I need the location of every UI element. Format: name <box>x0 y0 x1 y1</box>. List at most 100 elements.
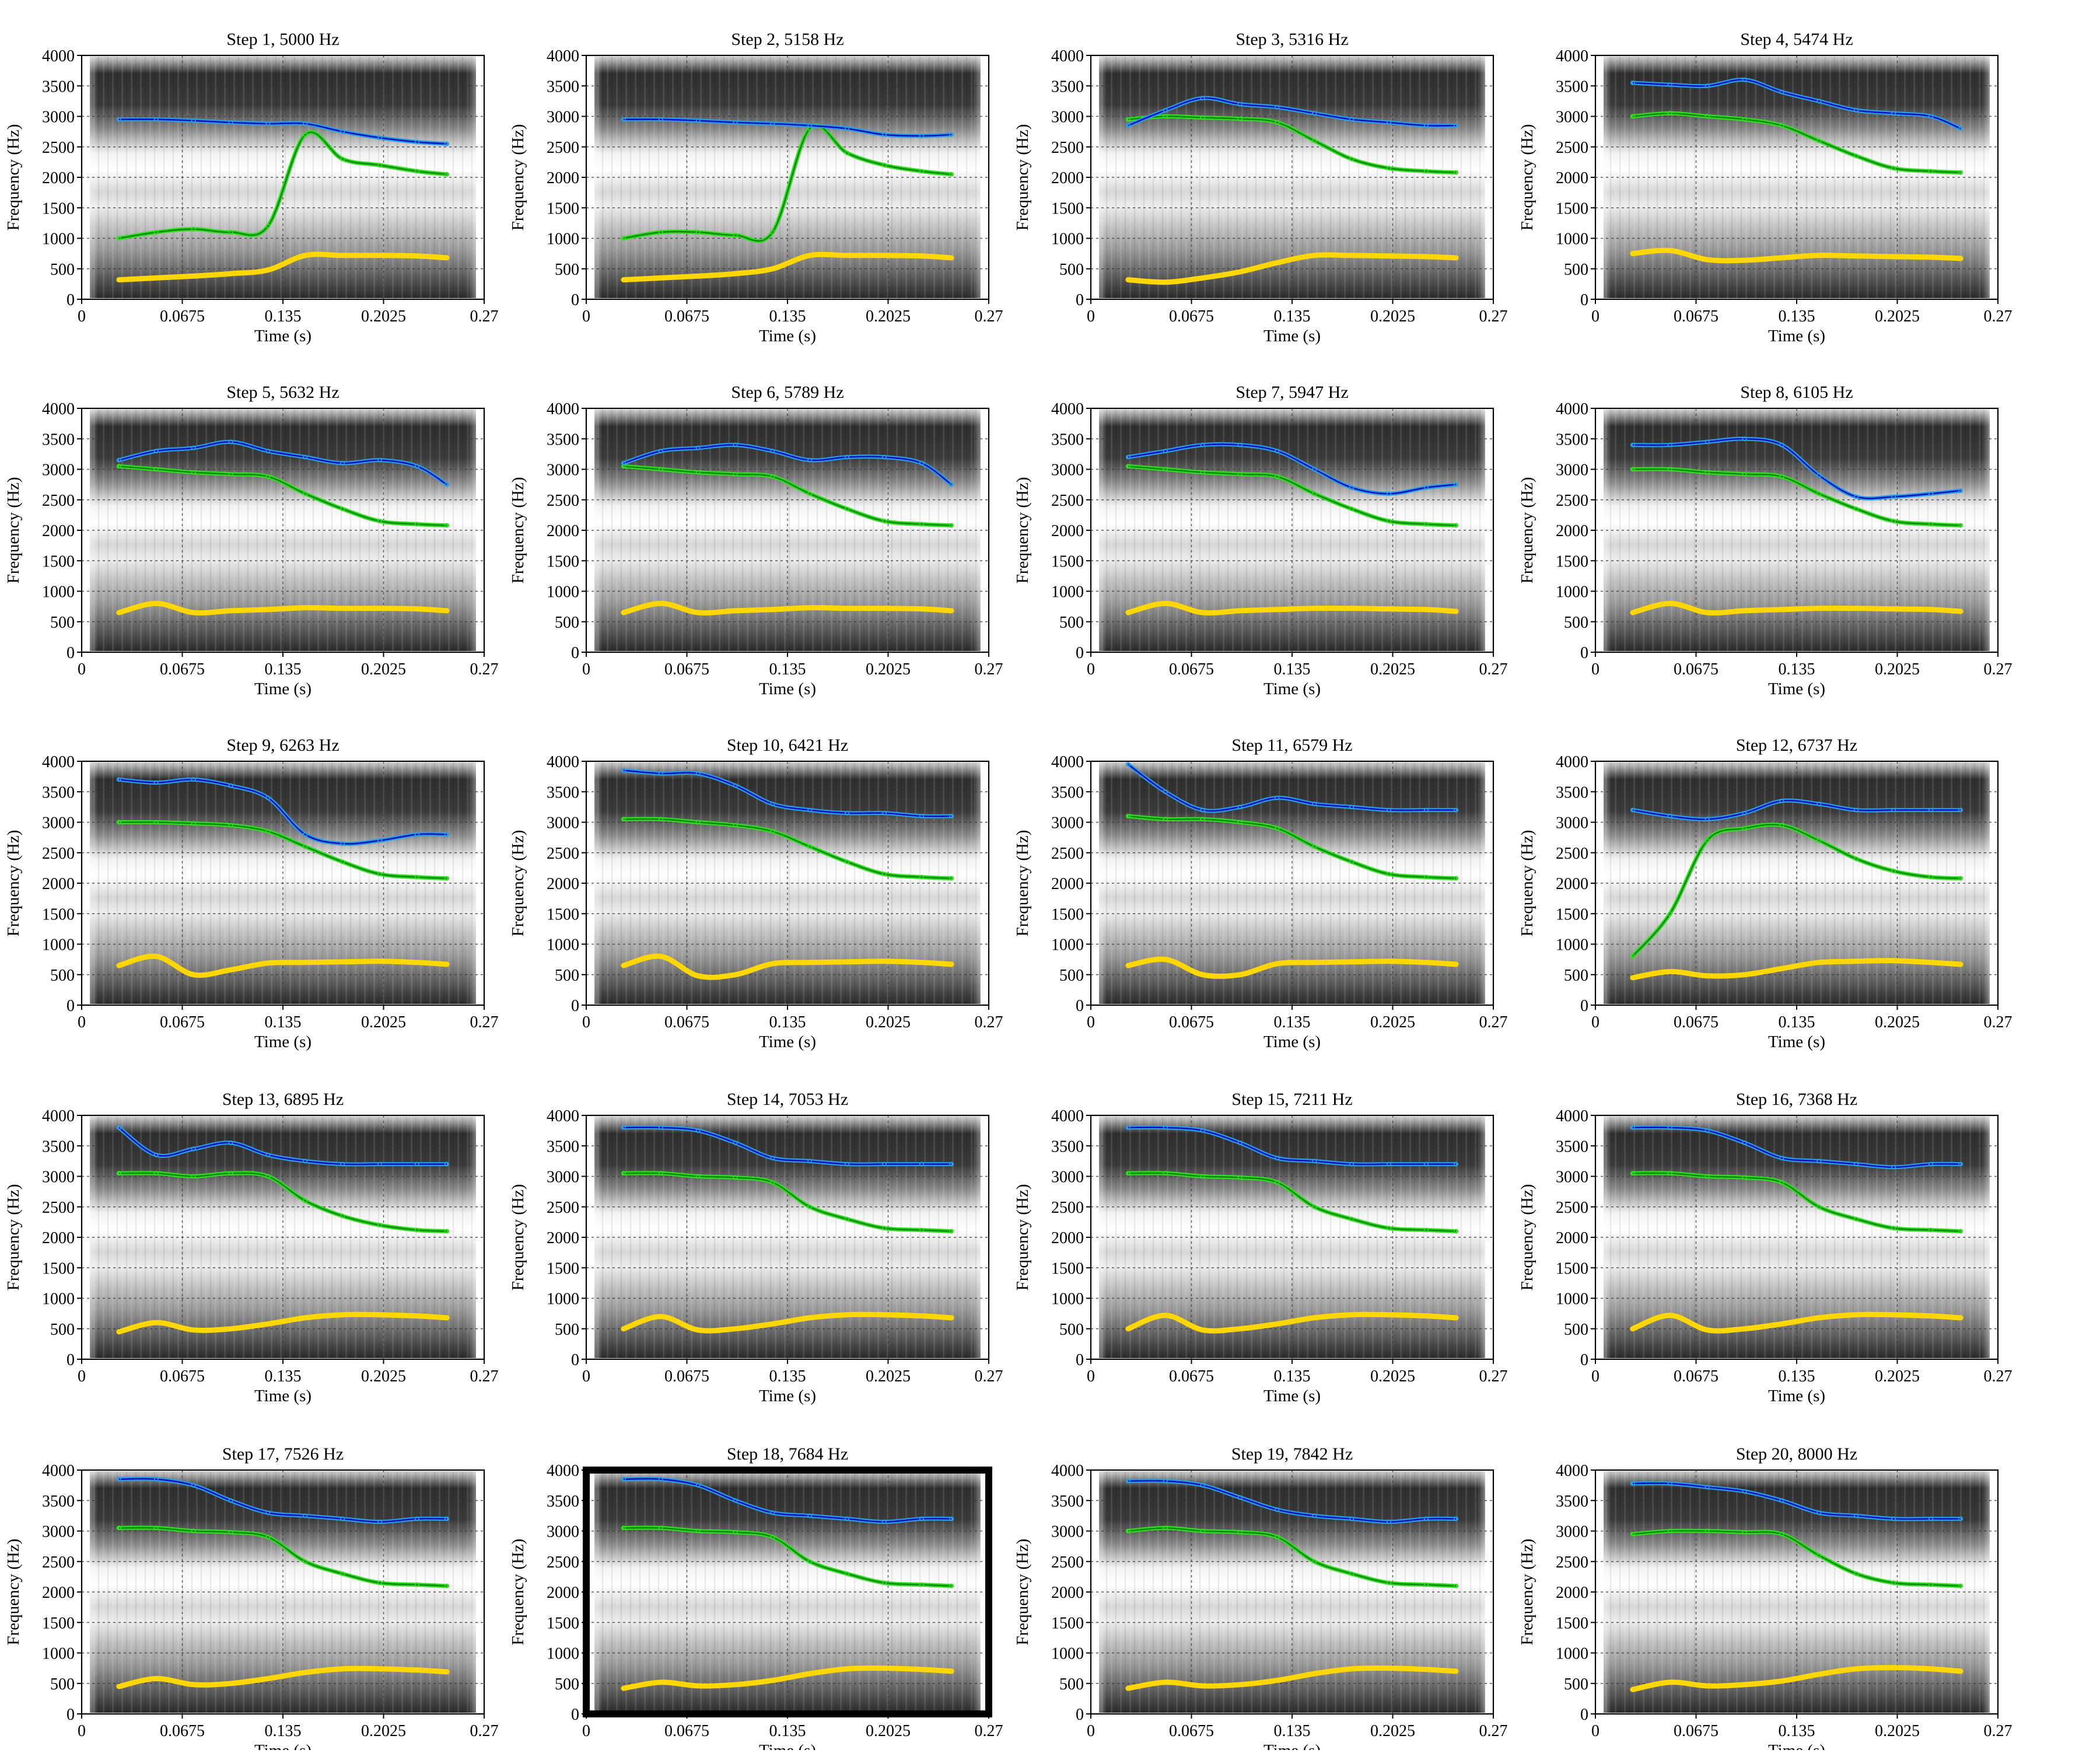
series-f1-line <box>1630 1311 1964 1334</box>
series-f3-point <box>1630 1481 1635 1486</box>
series-f2-point <box>1312 138 1317 144</box>
series-f2-point <box>444 876 450 881</box>
series-f1-point <box>1854 1666 1859 1671</box>
y-tick-label: 500 <box>1059 1321 1084 1339</box>
y-tick-label: 2000 <box>547 522 579 540</box>
x-tick-label: 0 <box>1087 307 1095 326</box>
series-f1-point <box>1667 1679 1672 1685</box>
series-f3-point <box>1387 1161 1392 1167</box>
series-f1-point <box>658 275 663 281</box>
series-f1-point <box>1387 253 1392 258</box>
panel-17: 0 0.0675 0.135 0.2025 0.27 0 500 1000 1500 2000 25… <box>4 1444 499 1753</box>
x-tick-label: 0 <box>1591 1367 1600 1385</box>
series-f1-point <box>919 1313 925 1318</box>
y-tick-label: 2000 <box>1556 522 1588 540</box>
series-f2-point <box>949 172 954 177</box>
series-f1-point <box>444 1315 450 1320</box>
series-f3-point <box>1163 1478 1168 1483</box>
x-tick-label: 0.2025 <box>1875 307 1920 326</box>
series-f2-point <box>1817 1204 1822 1209</box>
series-f3-point <box>1387 1519 1392 1524</box>
series-f2-point <box>191 1174 196 1179</box>
series-f1-point <box>191 610 196 615</box>
series-f2-point <box>1237 1530 1242 1535</box>
x-tick-label: 0.27 <box>470 660 499 678</box>
panel-title: Step 15, 7211 Hz <box>1231 1090 1352 1109</box>
series-f1-point <box>191 1327 196 1332</box>
y-tick-label: 500 <box>1059 614 1084 632</box>
x-tick-label: 0.135 <box>769 1367 806 1385</box>
series-f2-point <box>1854 1216 1859 1222</box>
y-tick-label: 2000 <box>1051 1229 1084 1247</box>
series-f3-point <box>807 457 813 463</box>
series-f2-point <box>1237 1175 1242 1180</box>
series-f2-point <box>658 1171 663 1176</box>
y-tick-label: 2500 <box>1051 845 1084 863</box>
series-f3-point <box>1454 807 1459 813</box>
panel-title: Step 7, 5947 Hz <box>1236 383 1348 402</box>
series-f3-point <box>1854 494 1859 499</box>
x-tick-label: 0.27 <box>975 307 1003 326</box>
series-f3-point <box>1275 104 1280 110</box>
series-f2-point <box>845 1571 850 1576</box>
series-f2-point <box>1349 506 1354 512</box>
y-tick-label: 0 <box>66 291 75 309</box>
series-f1-line <box>116 1311 450 1335</box>
series-f3-point <box>116 1476 121 1482</box>
series-f2-point <box>1667 911 1672 916</box>
y-tick-label: 3500 <box>42 431 75 449</box>
y-tick-label: 3500 <box>1556 783 1588 802</box>
series-f2-point <box>265 474 271 479</box>
series-f1-point <box>621 277 626 282</box>
series-f1-point <box>1275 1678 1280 1683</box>
series-f3-point <box>1125 1125 1130 1130</box>
y-tick-label: 4000 <box>42 47 75 65</box>
y-tick-label: 1500 <box>42 1614 75 1632</box>
series-f3-point <box>1779 89 1784 95</box>
y-tick-label: 500 <box>1059 1675 1084 1693</box>
y-tick-label: 0 <box>571 644 579 662</box>
series-f3-point <box>658 1125 663 1130</box>
series-f2-point <box>1704 470 1710 475</box>
series-f1-point <box>340 959 345 964</box>
series-f2-point <box>695 820 701 825</box>
series-f3-smooth-line <box>623 444 952 485</box>
y-tick-label: 4000 <box>42 753 75 771</box>
y-axis-label: Frequency (Hz) <box>1013 1184 1032 1291</box>
series-f2-point <box>807 844 813 849</box>
y-tick-label: 4000 <box>1051 47 1084 65</box>
series-f2-point <box>1125 1171 1130 1176</box>
x-tick-label: 0.27 <box>1984 1367 2013 1385</box>
series-f1-point <box>770 961 775 966</box>
x-tick-label: 0.135 <box>265 1367 302 1385</box>
series-f3-point <box>191 118 196 123</box>
x-axis-label: Time (s) <box>1264 327 1321 345</box>
series-f3-smooth-line <box>1128 443 1457 495</box>
x-tick-label: 0.0675 <box>1674 1013 1718 1031</box>
x-tick-label: 0.27 <box>1984 307 2013 326</box>
x-tick-label: 0.135 <box>1274 1013 1311 1031</box>
x-axis-label: Time (s) <box>254 327 312 345</box>
series-f1-point <box>303 605 308 610</box>
series-f2-point <box>695 1174 701 1179</box>
y-tick-label: 2000 <box>1051 522 1084 540</box>
x-tick-label: 0.0675 <box>160 660 205 678</box>
series-f2-point <box>695 1528 701 1534</box>
series-f1-line <box>1125 956 1459 979</box>
series-f1-point <box>444 608 450 613</box>
series-f3-point <box>1958 1516 1964 1521</box>
series-f1-point <box>116 277 121 282</box>
y-tick-label: 4000 <box>547 1462 579 1480</box>
series-f3-point <box>1349 485 1354 490</box>
series-f2-point <box>116 464 121 469</box>
series-f3-point <box>303 454 308 460</box>
x-tick-label: 0 <box>1591 660 1600 678</box>
x-axis-label: Time (s) <box>254 1741 312 1750</box>
series-f2-point <box>153 467 159 472</box>
series-f2-point <box>1742 471 1747 477</box>
series-f2-point <box>1387 1226 1392 1231</box>
y-tick-label: 4000 <box>1556 400 1588 418</box>
series-f3-point <box>228 783 233 788</box>
series-f3-point <box>1237 1140 1242 1146</box>
series-f2-point <box>377 519 383 524</box>
